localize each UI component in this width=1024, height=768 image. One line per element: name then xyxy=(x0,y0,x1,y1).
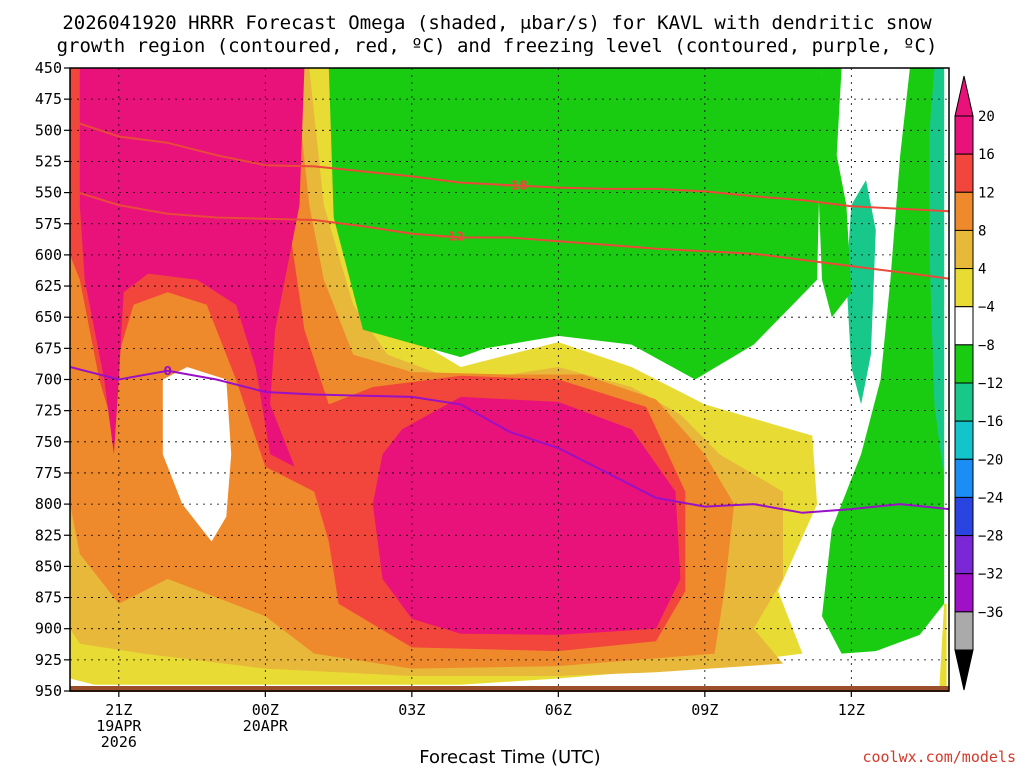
y-tick-label: 875 xyxy=(35,589,62,607)
omega-neg-region-9 xyxy=(929,68,945,480)
colorbar-bin xyxy=(954,344,974,384)
omega-shading xyxy=(70,68,947,691)
grid xyxy=(70,67,949,692)
y-tick-label: 825 xyxy=(35,526,62,544)
x-tick-label: 00Z xyxy=(252,701,279,719)
colorbar-bin xyxy=(954,420,974,460)
colorbar-label: −36 xyxy=(978,605,1003,621)
colorbar-label: 16 xyxy=(978,147,995,163)
y-tick-label: 600 xyxy=(35,246,62,264)
y-axis: 450 475 500 525 550 575 600 625 650 675 700 725 750 7… xyxy=(35,59,70,700)
y-tick-label: 925 xyxy=(35,651,62,669)
colorbar-bin xyxy=(954,535,974,575)
colorbar-bin xyxy=(954,382,974,422)
y-tick-label: 950 xyxy=(35,682,62,700)
y-tick-label: 625 xyxy=(35,277,62,295)
x-tick-label: 2026 xyxy=(101,733,137,751)
colorbar-label: −4 xyxy=(978,300,995,316)
colorbar-bin xyxy=(954,611,974,651)
colorbar-label: 20 xyxy=(978,109,995,125)
omega-neutral-pocket-region xyxy=(162,367,232,542)
y-tick-label: 900 xyxy=(35,620,62,638)
contour-freezing-level xyxy=(70,366,949,514)
colorbar-label: −20 xyxy=(978,452,1003,468)
colorbar-bin xyxy=(954,229,974,270)
contour-minus-18 xyxy=(70,119,949,213)
y-tick-label: 500 xyxy=(35,121,62,139)
colorbar-label: −16 xyxy=(978,414,1003,430)
colorbar-bin xyxy=(954,115,974,155)
x-tick-label: 03Z xyxy=(398,701,425,719)
colorbar-label: 12 xyxy=(978,185,995,201)
x-tick-label: 06Z xyxy=(545,701,572,719)
x-axis-label: Forecast Time (UTC) xyxy=(419,747,600,768)
x-tick-label: 09Z xyxy=(691,701,718,719)
colorbar-label: 8 xyxy=(978,223,986,239)
omega-20-lower-region xyxy=(372,396,681,635)
y-tick-label: 850 xyxy=(35,557,62,575)
y-tick-label: 700 xyxy=(35,371,62,389)
contours: −18 −12 0 xyxy=(70,119,949,514)
colorbar-label: −8 xyxy=(978,338,995,354)
contour-minus-12 xyxy=(70,189,949,280)
colorbar-bin xyxy=(954,153,974,193)
y-tick-label: 575 xyxy=(35,215,62,233)
omega-4-right-region xyxy=(939,603,947,691)
y-tick-label: 525 xyxy=(35,152,62,170)
colorbar-max-arrow xyxy=(954,75,974,117)
x-tick-label: 21Z xyxy=(105,701,132,719)
y-tick-label: 450 xyxy=(35,59,62,77)
credit-text: coolwx.com/models xyxy=(862,748,1016,766)
omega-neg-region-8 xyxy=(822,68,945,654)
contour-freezing-level-label: 0 xyxy=(163,364,171,378)
colorbar: 20 16 12 8 4 −4 −8 −12 −16 −20 −24 −28 −32 −36 xyxy=(954,75,1003,691)
colorbar-bin xyxy=(954,268,974,308)
y-tick-label: 650 xyxy=(35,308,62,326)
colorbar-label: −32 xyxy=(978,567,1003,583)
y-tick-label: 725 xyxy=(35,402,62,420)
contour-minus-12-label: −12 xyxy=(438,230,465,244)
colorbar-bin xyxy=(954,573,974,613)
colorbar-label: −24 xyxy=(978,490,1003,506)
y-tick-label: 800 xyxy=(35,495,62,513)
colorbar-label: 4 xyxy=(978,262,986,278)
colorbar-bin xyxy=(954,496,974,537)
y-tick-label: 775 xyxy=(35,464,62,482)
chart-title-line-2: growth region (contoured, red, ºC) and f… xyxy=(57,35,938,57)
x-tick-label: 20APR xyxy=(243,717,289,735)
colorbar-min-arrow xyxy=(954,649,974,691)
colorbar-bin xyxy=(954,458,974,498)
colorbar-label: −12 xyxy=(978,376,1003,392)
colorbar-bin xyxy=(954,191,974,231)
x-tick-label: 12Z xyxy=(838,701,865,719)
colorbar-label: −28 xyxy=(978,529,1003,545)
y-tick-label: 750 xyxy=(35,433,62,451)
x-tick-label: 19APR xyxy=(96,717,142,735)
plot-area: −18 −12 0 xyxy=(69,67,950,692)
y-tick-label: 475 xyxy=(35,90,62,108)
omega-20-region xyxy=(79,68,305,467)
y-tick-label: 675 xyxy=(35,339,62,357)
ground-strip xyxy=(70,686,949,692)
contour-minus-18-label: −18 xyxy=(501,178,528,192)
chart-title-line-1: 2026041920 HRRR Forecast Omega (shaded, … xyxy=(62,12,932,34)
colorbar-bin xyxy=(954,306,974,346)
y-tick-label: 550 xyxy=(35,184,62,202)
